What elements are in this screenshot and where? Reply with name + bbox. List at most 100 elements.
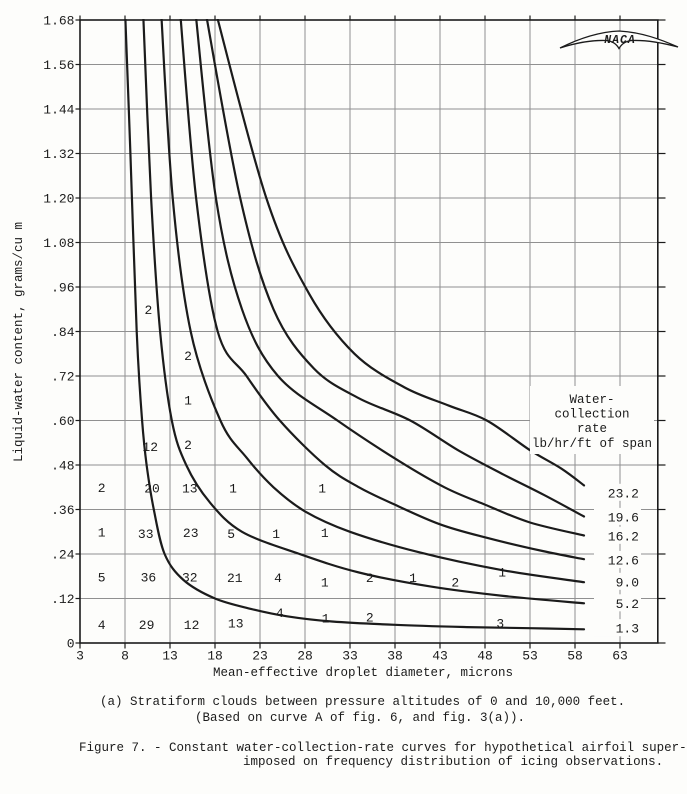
frequency-count: 3 [496,616,504,631]
frequency-count: 1 [409,571,417,586]
x-tick-label: 3 [76,649,84,664]
y-tick-label: .60 [51,414,74,429]
frequency-count: 21 [227,571,243,586]
frequency-count: 1 [184,394,192,409]
curves-layer [124,19,586,631]
curve-label-backing [594,507,641,525]
legend-backing [530,386,654,454]
y-tick-label: 1.32 [43,147,74,162]
y-tick-label: .12 [51,592,74,607]
frequency-count: 4 [98,618,106,633]
rate-curve-12.6 [179,19,586,561]
y-tick-label: 0 [67,637,75,652]
curve-label-backing [594,619,641,637]
rate-curve-16.2 [195,19,586,537]
frequency-count: 1 [498,565,506,580]
frequency-count: 2 [98,481,106,496]
frequency-count: 20 [144,481,160,496]
curve-rate-label: 16.2 [608,529,639,544]
curve-label-backing [594,594,641,612]
legend-title-line: lb/hr/ft of span [532,437,652,451]
rate-curve-19.6 [205,19,586,518]
y-tick-label: 1.68 [43,14,74,29]
y-tick-label: .24 [51,548,75,563]
y-tick-label: 1.08 [43,236,74,251]
frequency-count: 4 [276,606,284,621]
frequency-count: 4 [274,571,282,586]
y-tick-label: .48 [51,459,74,474]
y-tick-label: .84 [51,325,75,340]
x-tick-label: 53 [522,649,538,664]
x-tick-label: 23 [252,649,268,664]
curve-rate-label: 19.6 [608,510,639,525]
curve-rate-label: 23.2 [608,486,639,501]
curve-rate-labels-layer: 1.3 5.2 9.0 12.6 16.2 19.6 23.2 [594,483,641,637]
y-tick-label: 1.56 [43,58,74,73]
figure-caption-line-1: Figure 7. - Constant water-collection-ra… [79,741,687,755]
frequency-count: 5 [98,570,106,585]
frequency-count: 2 [366,611,374,626]
frequency-count: 2 [144,303,152,318]
curve-label-backing [594,483,641,501]
x-tick-label: 28 [297,649,313,664]
frequency-count: 13 [182,481,198,496]
x-tick-label: 58 [567,649,583,664]
rate-curve-23.2 [216,19,586,487]
x-axis-title: Mean-effective droplet diameter, microns [213,666,513,680]
curve-label-backing [594,572,641,590]
x-tick-label: 43 [432,649,448,664]
frequency-count: 1 [322,612,330,627]
legend-title-line: collection [554,408,629,422]
frequency-count: 1 [98,525,106,540]
x-tick-label: 18 [207,649,223,664]
legend-title-line: rate [577,422,607,436]
frequency-count: 36 [141,570,157,585]
y-axis-title: Liquid-water content, grams/cu m [12,222,26,462]
rate-curve-9.0 [160,19,586,584]
x-tick-label: 48 [477,649,493,664]
curve-rate-label: 12.6 [608,553,639,568]
subcaption-line-2: (Based on curve A of fig. 6, and fig. 3(… [195,711,525,725]
frequency-count: 1 [229,481,237,496]
rate-curve-1.3 [124,19,586,631]
frequency-count: 23 [183,526,199,541]
frequency-count: 2 [184,438,192,453]
frequency-count: 2 [451,575,459,590]
naca-wings-icon [559,30,679,50]
frequency-count: 1 [321,575,329,590]
frequency-count: 13 [228,616,244,631]
y-tick-label: .96 [51,281,74,296]
y-tick-label: .36 [51,503,74,518]
frequency-count: 2 [366,571,374,586]
frequency-count: 2 [184,349,192,364]
frequency-count: 33 [138,527,154,542]
frequency-count: 1 [321,526,329,541]
curve-label-backing [594,550,641,568]
x-tick-label: 13 [162,649,178,664]
subcaption-line-1: (a) Stratiform clouds between pressure a… [100,695,625,709]
x-tick-label: 33 [342,649,358,664]
tick-labels-layer: 3 8 13 18 23 28 33 38 43 48 53 58 630.12.24.36.48.60… [43,14,628,664]
y-tick-label: 1.44 [43,103,74,118]
tick-layer [75,15,666,649]
frequency-count: 1 [272,527,280,542]
naca-logo: NACA [559,30,679,50]
curve-rate-label: 1.3 [616,622,639,637]
frequency-count: 29 [139,618,155,633]
figure-caption-line-2: imposed on frequency distribution of ici… [243,755,663,769]
rate-curve-5.2 [142,19,586,605]
frequency-count: 32 [182,570,198,585]
curve-rate-label: 5.2 [616,597,639,612]
x-tick-label: 38 [387,649,403,664]
x-tick-label: 63 [612,649,628,664]
curve-rate-label: 9.0 [616,575,639,590]
y-tick-label: .72 [51,370,74,385]
naca-logo-text: NACA [604,34,636,47]
frequency-count: 12 [184,618,200,633]
frequency-count: 12 [142,440,158,455]
curve-label-backing [594,526,641,544]
y-tick-label: 1.20 [43,192,74,207]
